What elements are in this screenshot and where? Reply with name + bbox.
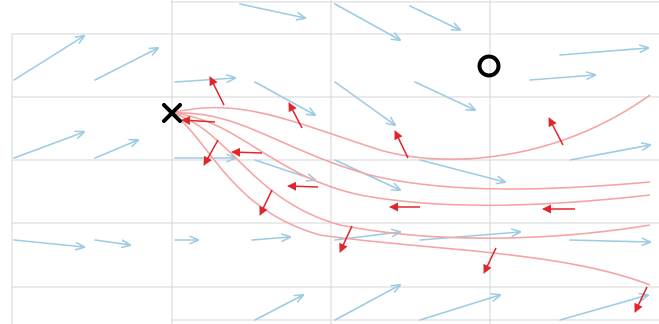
goal-marker-o <box>477 54 501 78</box>
velocity-arrows <box>181 76 648 313</box>
start-marker-x <box>162 103 182 123</box>
grid-lines <box>11 0 659 324</box>
trajectories <box>171 94 651 286</box>
